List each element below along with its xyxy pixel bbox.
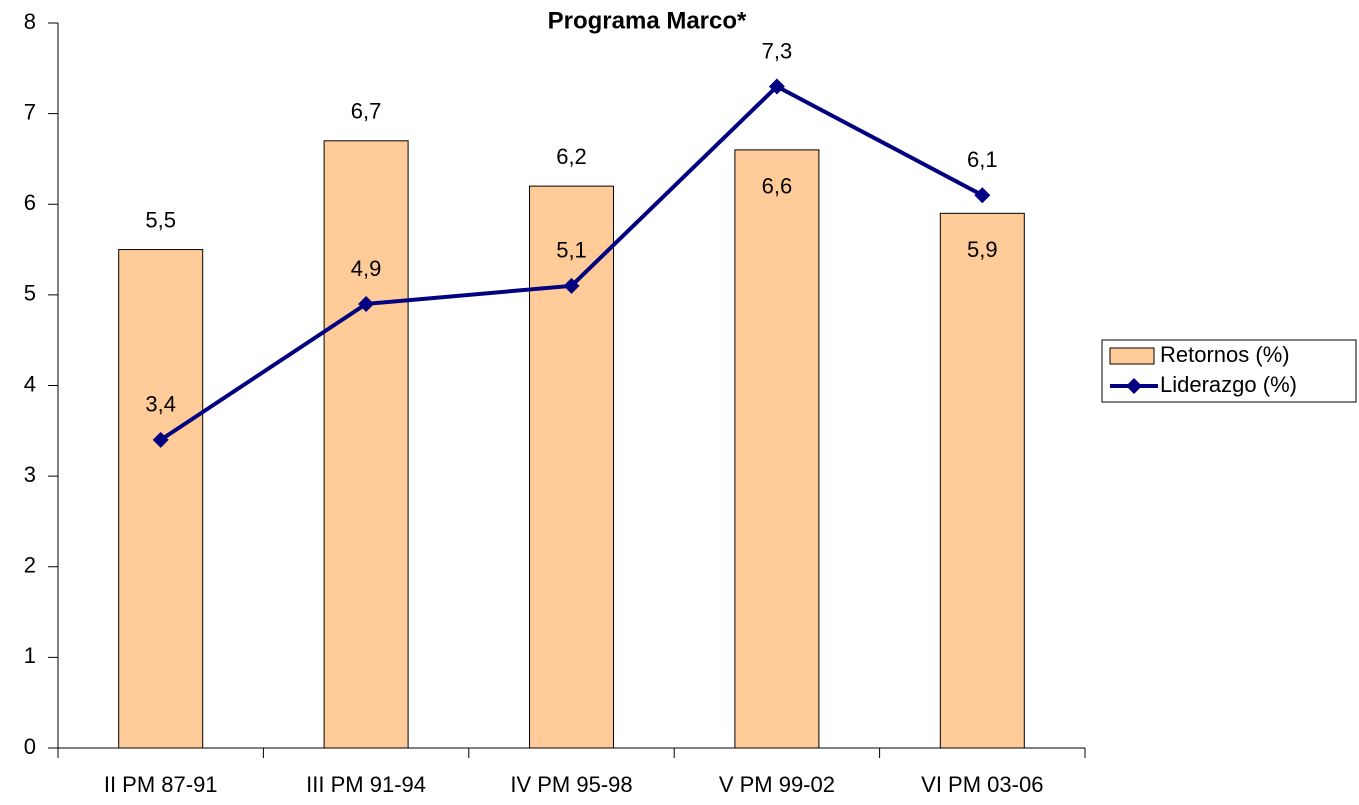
data-label: 6,7 — [351, 99, 382, 124]
x-tick-label: IV PM 95-98 — [510, 772, 632, 797]
y-tick-label: 2 — [24, 553, 36, 578]
y-tick-label: 4 — [24, 371, 36, 396]
legend-swatch — [1109, 347, 1155, 365]
line-marker — [152, 431, 169, 448]
legend-swatch — [1126, 378, 1142, 394]
data-label: 5,1 — [556, 238, 587, 263]
y-tick-label: 5 — [24, 281, 36, 306]
y-tick-label: 6 — [24, 190, 36, 215]
bar — [118, 249, 204, 749]
x-tick-label: III PM 91-94 — [306, 772, 426, 797]
y-tick-label: 7 — [24, 99, 36, 124]
line-marker — [974, 187, 991, 204]
y-tick-label: 8 — [24, 9, 36, 34]
line-marker — [358, 295, 375, 312]
chart-title: Programa Marco* — [548, 7, 747, 34]
bar — [323, 140, 409, 749]
x-tick-label: II PM 87-91 — [104, 772, 218, 797]
data-label: 6,2 — [556, 144, 587, 169]
line-marker — [768, 78, 785, 95]
data-label: 4,9 — [351, 256, 382, 281]
line-marker — [563, 277, 580, 294]
y-tick-label: 3 — [24, 462, 36, 487]
x-tick-label: VI PM 03-06 — [921, 772, 1043, 797]
legend-label: Retornos (%) — [1160, 342, 1290, 367]
data-label: 5,9 — [967, 237, 998, 262]
data-label: 6,1 — [967, 147, 998, 172]
data-label: 3,4 — [145, 392, 176, 417]
legend-label: Liderazgo (%) — [1160, 372, 1297, 397]
data-label: 7,3 — [762, 38, 793, 63]
data-label: 5,5 — [145, 207, 176, 232]
bar — [529, 185, 614, 749]
data-label: 6,6 — [762, 174, 793, 199]
x-tick-label: V PM 99-02 — [719, 772, 835, 797]
y-tick-label: 1 — [24, 643, 36, 668]
bar — [939, 212, 1025, 749]
bar — [734, 149, 820, 749]
y-tick-label: 0 — [24, 734, 36, 759]
